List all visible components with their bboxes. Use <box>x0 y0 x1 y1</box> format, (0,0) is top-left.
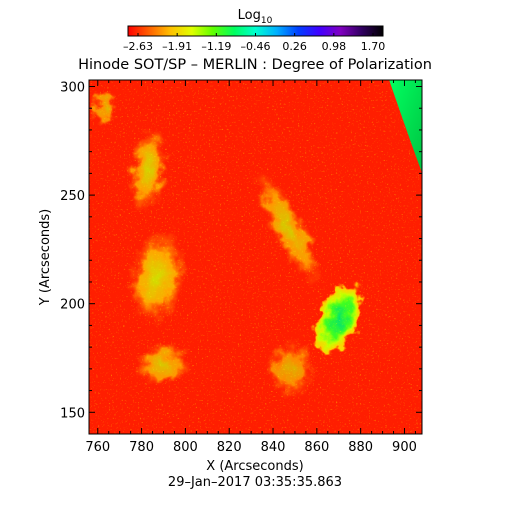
colorbar-ticks: –2.63 –1.91 –1.19 –0.46 0.26 0.98 1.70 <box>123 33 385 53</box>
chart-title: Hinode SOT/SP – MERLIN : Degree of Polar… <box>78 57 432 73</box>
x-tick-label: 800 <box>173 440 198 455</box>
heatmap-speckle <box>89 80 422 434</box>
y-tick-label: 250 <box>60 189 85 204</box>
plot-frame <box>88 79 423 435</box>
x-axis-label: X (Arcseconds) <box>206 459 303 474</box>
y-axis-label: Y (Arcseconds) <box>38 209 53 306</box>
colorbar-tick-label: –2.63 <box>123 40 153 53</box>
y-tick-label: 150 <box>60 406 85 421</box>
colorbar-tick-label: –1.19 <box>201 40 231 53</box>
x-tick-label: 880 <box>348 440 373 455</box>
colorbar-tick-label: –0.46 <box>241 40 271 53</box>
colorbar-tick-label: 0.26 <box>282 40 307 53</box>
x-tick-label: 840 <box>261 440 286 455</box>
colorbar-label-sub: 10 <box>261 16 273 26</box>
colorbar-tick-label: 1.70 <box>361 40 386 53</box>
y-tick-label: 200 <box>60 298 85 313</box>
timestamp: 29–Jan–2017 03:35:35.863 <box>168 475 342 490</box>
x-tick-label: 860 <box>304 440 329 455</box>
x-tick-label: 820 <box>217 440 242 455</box>
plot-area <box>89 80 422 434</box>
colorbar-tick-label: 0.98 <box>322 40 347 53</box>
x-tick-label: 780 <box>129 440 154 455</box>
colorbar-label: Log10 <box>238 8 273 26</box>
x-axis: 760 780 800 820 840 860 880 900 <box>85 80 417 455</box>
x-tick-label: 900 <box>392 440 417 455</box>
y-tick-label: 300 <box>60 81 85 96</box>
y-axis: 150 200 250 300 <box>60 81 422 435</box>
colorbar-tick-label: –1.91 <box>162 40 192 53</box>
off-limb-region <box>389 80 422 173</box>
x-tick-label: 760 <box>85 440 110 455</box>
